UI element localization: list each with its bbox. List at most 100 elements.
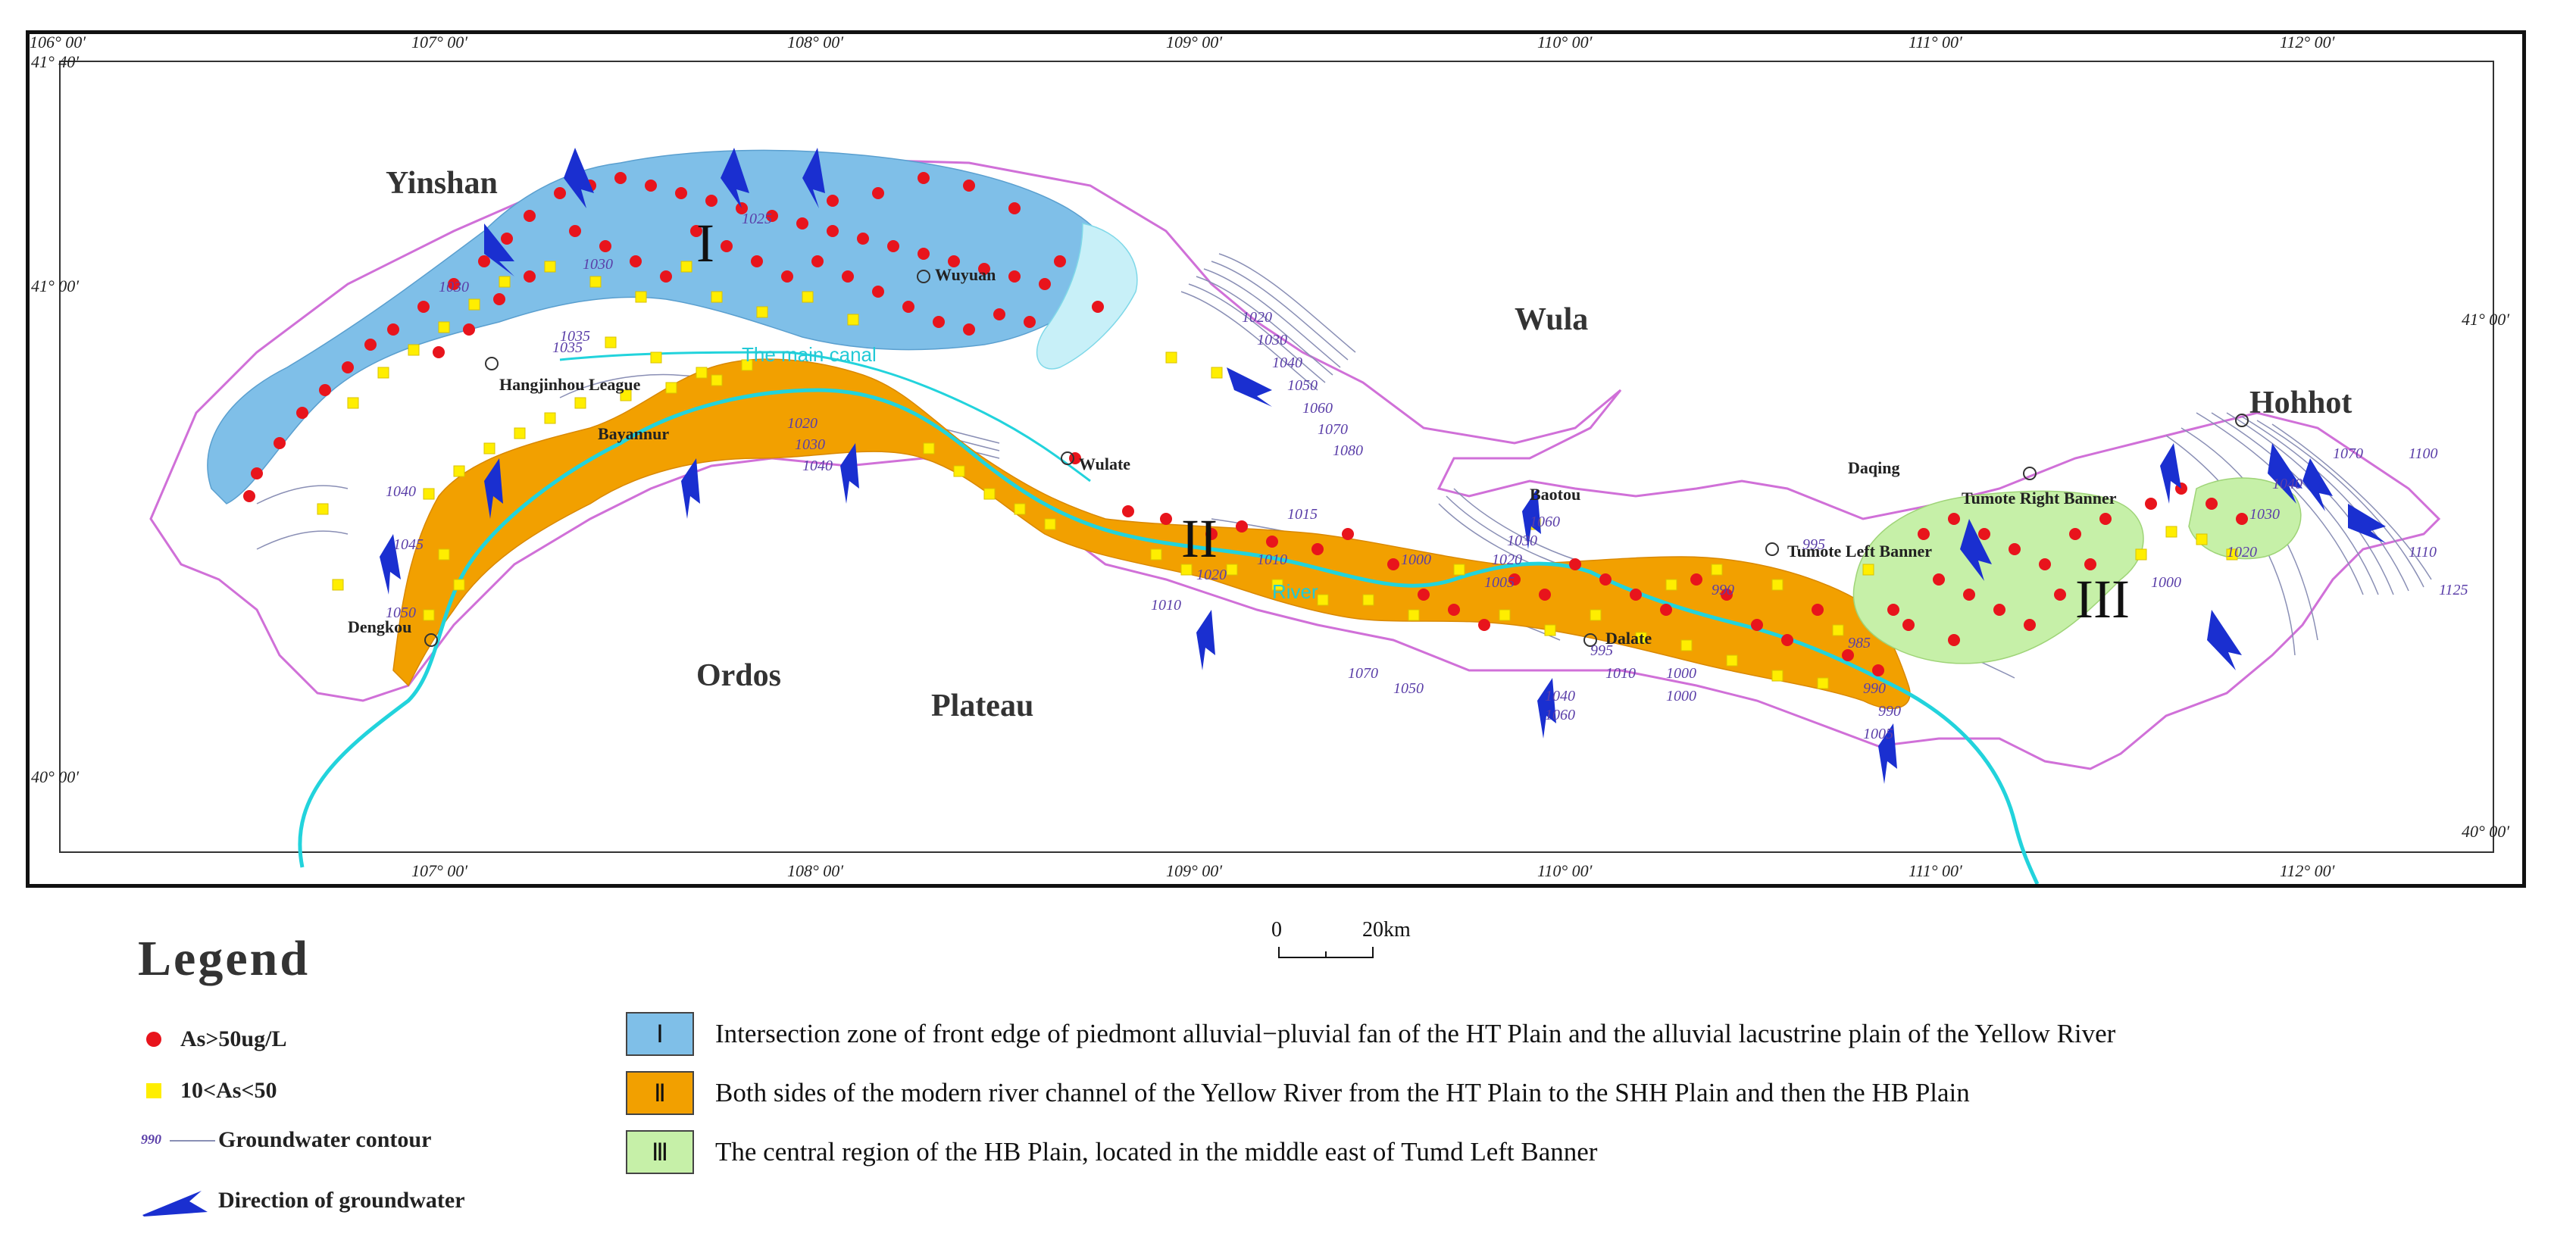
- zone-3-text: The central region of the HB Plain, loca…: [715, 1137, 1598, 1167]
- contour-label: 1040: [1545, 688, 1575, 704]
- label-daqing: Daqing: [1848, 458, 1899, 477]
- contour-line-icon: 990: [127, 1129, 218, 1151]
- contour-label: 1020: [787, 415, 818, 432]
- contour-label: 1030: [2249, 506, 2280, 523]
- contour-label: 1005: [1863, 726, 1893, 742]
- town-dalate: Dalate: [1605, 629, 1652, 648]
- lat-ticks: 41° 40′ 41° 00′ 40° 00′ 41° 00′ 40° 00′: [31, 52, 2510, 841]
- town-dengkou: Dengkou: [348, 617, 411, 636]
- contour-label: 1000: [1666, 665, 1696, 682]
- red-dot-icon: [127, 1030, 180, 1048]
- contour-label: 1040: [386, 483, 416, 500]
- contour-label: 1040: [2272, 476, 2302, 492]
- lat-tick: 41° 00′: [31, 276, 80, 295]
- lon-tick: 108° 00′: [787, 34, 844, 52]
- lon-tick: 112° 00′: [2280, 861, 2336, 880]
- contour-label: 1020: [1196, 567, 1227, 583]
- town-baotou: Baotou: [1530, 485, 1580, 504]
- scale-distance: 20km: [1362, 918, 1411, 942]
- label-hohhot: Hohhot: [2249, 386, 2352, 420]
- yellow-river: [298, 388, 2040, 884]
- high-arsenic-points: [243, 172, 2248, 676]
- yellow-square-icon: [127, 1082, 180, 1100]
- groundwater-direction-arrows: [380, 148, 2386, 784]
- contour-label: 1070: [2333, 445, 2363, 462]
- lon-ticks-top: 106° 00′ 107° 00′ 108° 00′ 109° 00′ 110°…: [30, 34, 2336, 52]
- scale-zero: 0: [1271, 918, 1282, 942]
- legend-item-mid-as: 10<As<50: [127, 1078, 277, 1104]
- legend-label: 10<As<50: [180, 1078, 277, 1103]
- contour-label: 1125: [2439, 582, 2468, 598]
- contour-label: 1020: [1492, 551, 1522, 568]
- contour-label: 1010: [1151, 597, 1181, 614]
- contour-label: 1030: [1507, 533, 1537, 549]
- contour-label: 985: [1848, 635, 1871, 651]
- lon-tick: 110° 00′: [1537, 861, 1593, 880]
- legend-item-high-as: As>50ug/L: [127, 1026, 286, 1052]
- contour-label: 1025: [742, 211, 772, 227]
- contour-label: 990: [1878, 703, 1901, 720]
- contour-label: 1005: [1484, 574, 1515, 591]
- town-markers: [424, 270, 2249, 647]
- blue-arrow-icon: [127, 1182, 218, 1220]
- legend-item-contour: 990 Groundwater contour: [127, 1127, 431, 1153]
- contour-label: 1070: [1348, 665, 1378, 682]
- contour-label: 1100: [2409, 445, 2438, 462]
- contour-label: 1020: [1242, 309, 1272, 326]
- contour-label: 1030: [795, 436, 825, 453]
- contour-label: 1060: [1530, 514, 1560, 530]
- lon-tick: 109° 00′: [1166, 34, 1223, 52]
- mid-arsenic-points: [317, 261, 2238, 689]
- zone-2-numeral: II: [1181, 508, 1218, 569]
- contour-label: 1010: [1605, 665, 1636, 682]
- zone-description-1: Ⅰ Intersection zone of front edge of pie…: [626, 1012, 2115, 1056]
- town-tumote-left: Tumote Left Banner: [1787, 542, 1932, 561]
- contour-label: 1040: [802, 458, 833, 474]
- contour-label: 1060: [1302, 400, 1333, 417]
- lon-tick: 112° 00′: [2280, 34, 2336, 52]
- lon-tick: 107° 00′: [411, 34, 468, 52]
- town-wuyuan: Wuyuan: [935, 265, 996, 284]
- zone-3-swatch: Ⅲ: [626, 1130, 694, 1174]
- zone-1-swatch: Ⅰ: [626, 1012, 694, 1056]
- contour-label: 1050: [1287, 377, 1318, 394]
- contour-label: 1040: [1272, 355, 1302, 371]
- study-area-boundary: [149, 158, 2441, 770]
- contour-label: 990: [1863, 680, 1886, 697]
- zone-3-numeral: III: [2075, 569, 2130, 629]
- town-bayannur: Bayannur: [598, 424, 669, 443]
- zone-description-3: Ⅲ The central region of the HB Plain, lo…: [626, 1130, 1597, 1174]
- lat-tick: 40° 00′: [31, 767, 80, 786]
- legend-label: As>50ug/L: [180, 1026, 287, 1051]
- label-river: River: [1272, 580, 1318, 603]
- lon-ticks-bottom: 107° 00′ 108° 00′ 109° 00′ 110° 00′ 111°…: [411, 861, 2336, 880]
- contour-label: 995: [1802, 536, 1825, 553]
- town-tumote-right: Tumote Right Banner: [1962, 489, 2117, 508]
- legend-label: Groundwater contour: [218, 1127, 432, 1152]
- contour-label: 990: [1712, 582, 1734, 598]
- zone-2-swatch: Ⅱ: [626, 1071, 694, 1115]
- contour-labels: 1025 1030 1035 1030 1035 1040 1045 1050 …: [386, 211, 2468, 742]
- contour-label: 1035: [552, 339, 583, 356]
- contour-label: 1030: [583, 256, 613, 273]
- contour-label: 1035: [560, 328, 590, 345]
- contour-label: 1010: [1257, 551, 1287, 568]
- legend-label: Direction of groundwater: [218, 1188, 465, 1213]
- zone-1-numeral: I: [696, 213, 714, 273]
- lat-tick: 41° 00′: [2462, 310, 2510, 329]
- lon-tick: 107° 00′: [411, 861, 468, 880]
- contour-label: 1000: [2151, 574, 2181, 591]
- zone-description-2: Ⅱ Both sides of the modern river channel…: [626, 1071, 1970, 1115]
- study-area-map: 106° 00′ 107° 00′ 108° 00′ 109° 00′ 110°…: [30, 34, 2510, 884]
- contour-label: 1050: [1393, 680, 1424, 697]
- zone-1-light-area: [1036, 223, 1138, 370]
- contour-label: 1045: [393, 536, 424, 553]
- label-main-canal: The main canal: [742, 343, 877, 366]
- lon-tick: 111° 00′: [1909, 34, 1963, 52]
- contour-label: 1050: [386, 604, 416, 621]
- contour-label: 1060: [1545, 707, 1575, 723]
- contour-sample-label: 990: [141, 1132, 161, 1147]
- lon-tick: 111° 00′: [1909, 861, 1963, 880]
- contour-label: 1000: [1401, 551, 1431, 568]
- label-wula: Wula: [1515, 302, 1588, 337]
